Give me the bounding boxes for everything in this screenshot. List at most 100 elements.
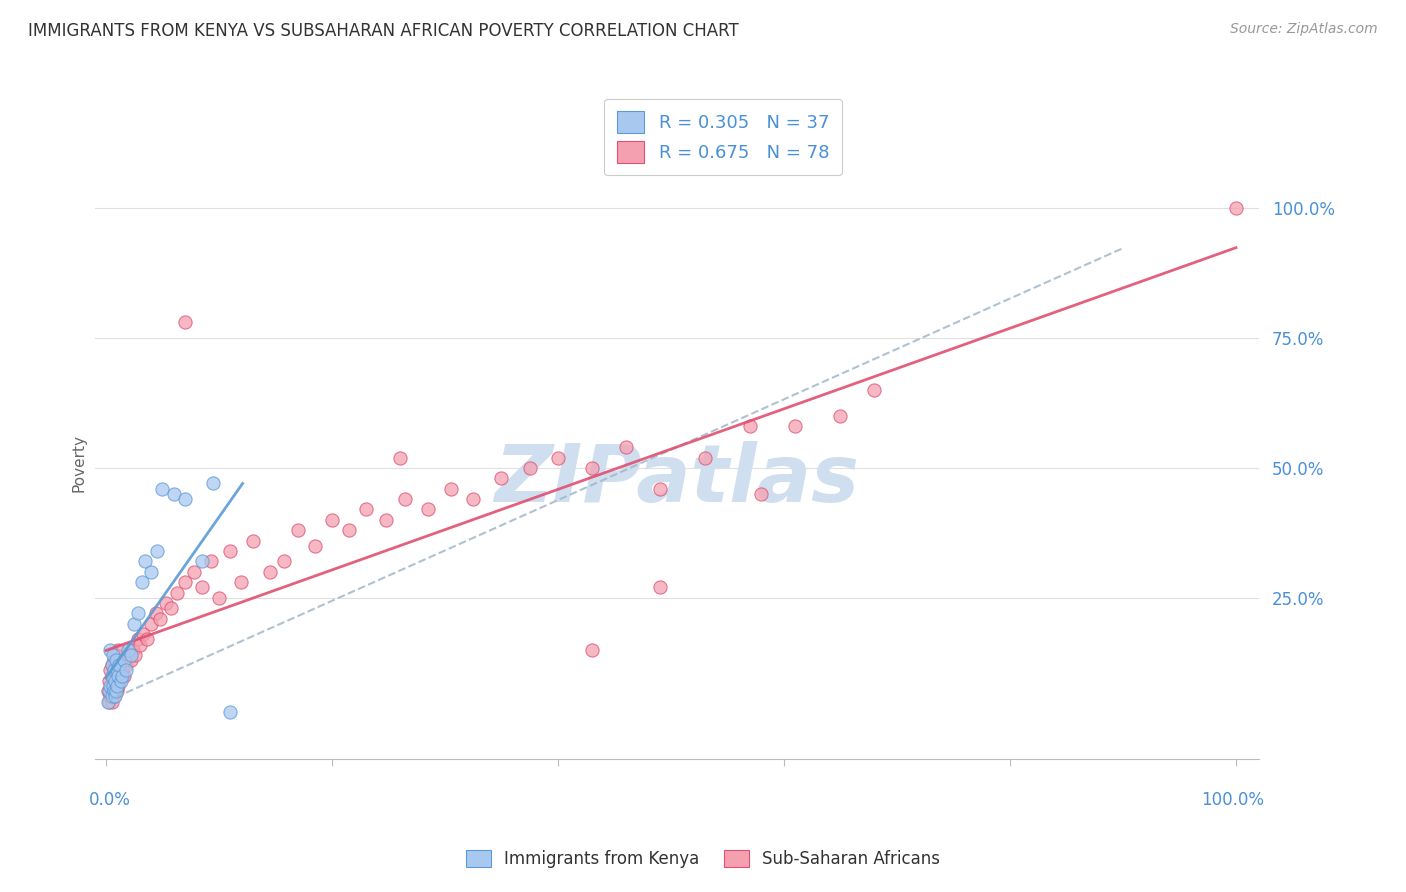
Point: [648, 482, 671, 496]
Point: [100, 658, 122, 673]
Point: [107, 679, 129, 693]
Point: [581, 642, 603, 657]
Point: [354, 502, 377, 516]
Point: [242, 533, 264, 548]
Y-axis label: Poverty: Poverty: [72, 434, 86, 491]
Point: [416, 502, 439, 516]
Point: [100, 668, 122, 682]
Point: [174, 491, 197, 506]
Point: [394, 491, 416, 506]
Point: [122, 616, 145, 631]
Point: [219, 705, 242, 719]
Point: [105, 679, 128, 693]
Point: [105, 679, 128, 693]
Point: [145, 607, 167, 621]
Point: [111, 668, 134, 682]
Point: [117, 642, 139, 657]
Point: [110, 673, 132, 688]
Text: IMMIGRANTS FROM KENYA VS SUBSAHARAN AFRICAN POVERTY CORRELATION CHART: IMMIGRANTS FROM KENYA VS SUBSAHARAN AFRI…: [28, 22, 740, 40]
Point: [122, 642, 145, 657]
Point: [101, 648, 124, 662]
Point: [103, 690, 125, 704]
Point: [101, 679, 124, 693]
Point: [166, 585, 188, 599]
Text: 100.0%: 100.0%: [1201, 791, 1264, 809]
Point: [830, 409, 852, 423]
Point: [105, 648, 128, 662]
Point: [127, 607, 149, 621]
Point: [304, 539, 326, 553]
Point: [100, 664, 122, 678]
Point: [100, 679, 122, 693]
Point: [98, 684, 121, 698]
Point: [97, 684, 120, 698]
Point: [463, 491, 485, 506]
Point: [107, 668, 129, 682]
Point: [111, 664, 134, 678]
Point: [150, 482, 173, 496]
Point: [97, 695, 120, 709]
Point: [114, 653, 136, 667]
Point: [693, 450, 716, 465]
Point: [100, 658, 122, 673]
Point: [219, 544, 242, 558]
Point: [117, 648, 139, 662]
Point: [107, 642, 129, 657]
Point: [163, 487, 186, 501]
Point: [375, 513, 398, 527]
Point: [183, 565, 205, 579]
Point: [321, 513, 343, 527]
Point: [105, 684, 128, 698]
Point: [191, 554, 214, 568]
Point: [273, 554, 295, 568]
Point: [100, 679, 122, 693]
Point: [112, 653, 135, 667]
Point: [547, 450, 569, 465]
Point: [120, 653, 142, 667]
Point: [174, 575, 197, 590]
Point: [105, 653, 128, 667]
Point: [581, 461, 603, 475]
Point: [439, 482, 461, 496]
Point: [105, 684, 128, 698]
Point: [785, 419, 807, 434]
Point: [287, 523, 309, 537]
Point: [160, 601, 183, 615]
Point: [105, 658, 128, 673]
Point: [128, 638, 150, 652]
Point: [115, 664, 138, 678]
Point: [124, 648, 146, 662]
Point: [100, 695, 122, 709]
Point: [108, 658, 131, 673]
Point: [127, 632, 149, 647]
Point: [115, 658, 138, 673]
Point: [100, 690, 122, 704]
Point: [105, 664, 128, 678]
Text: ZIPatlas: ZIPatlas: [494, 442, 859, 519]
Point: [648, 580, 671, 594]
Point: [104, 664, 127, 678]
Point: [738, 419, 761, 434]
Point: [134, 554, 156, 568]
Point: [174, 315, 197, 329]
Point: [149, 611, 172, 625]
Point: [103, 664, 125, 678]
Point: [139, 565, 162, 579]
Point: [139, 616, 162, 631]
Point: [103, 684, 125, 698]
Point: [191, 580, 214, 594]
Point: [202, 476, 225, 491]
Point: [749, 487, 772, 501]
Point: [145, 544, 167, 558]
Point: [519, 461, 541, 475]
Point: [100, 642, 122, 657]
Text: Source: ZipAtlas.com: Source: ZipAtlas.com: [1230, 22, 1378, 37]
Point: [110, 668, 132, 682]
Point: [200, 554, 222, 568]
Point: [1225, 201, 1247, 215]
Point: [101, 668, 124, 682]
Point: [614, 440, 637, 454]
Point: [104, 690, 127, 704]
Point: [259, 565, 281, 579]
Point: [104, 684, 127, 698]
